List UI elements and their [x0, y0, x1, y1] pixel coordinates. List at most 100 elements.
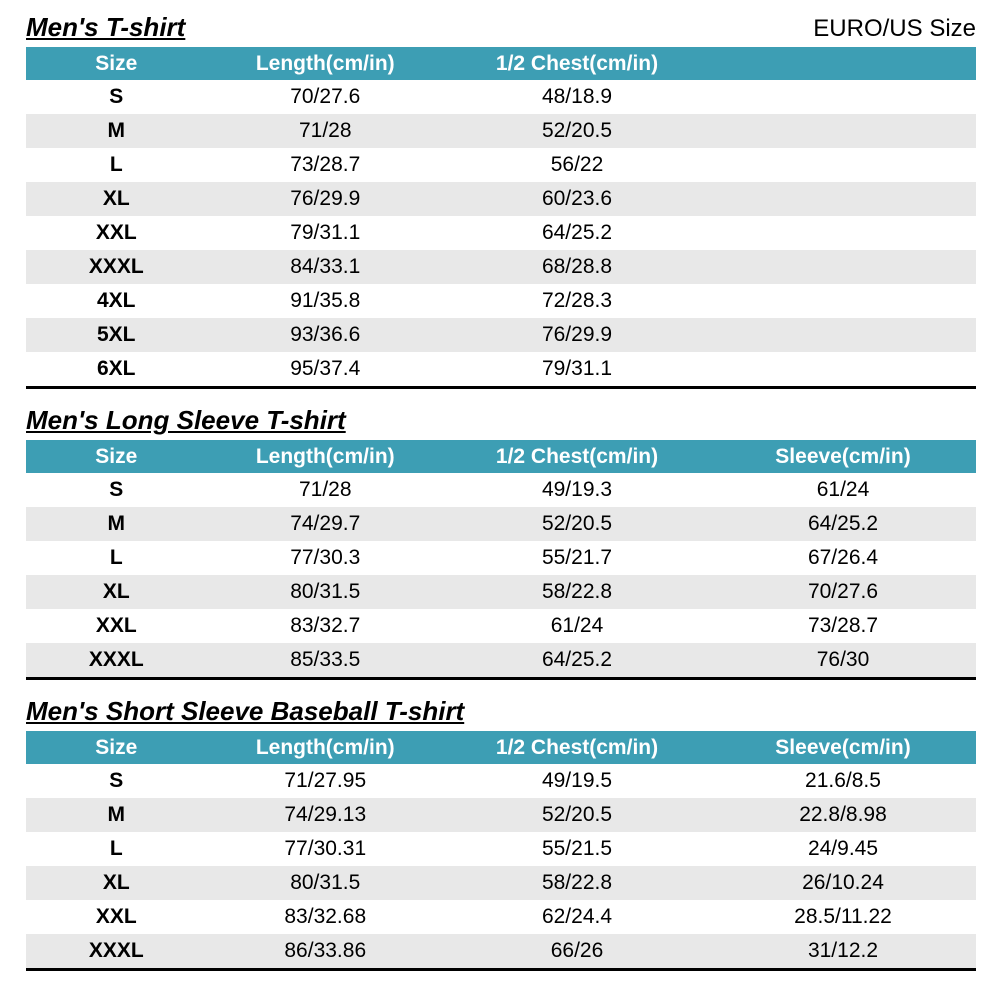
section-title-baseball: Men's Short Sleeve Baseball T-shirt [26, 696, 465, 726]
size-cell: L [109, 837, 123, 860]
measurement-cell: 80/31.5 [290, 871, 361, 894]
baseball-size-table: Size Length(cm/in) 1/2 Chest(cm/in) Sleeve(… [26, 731, 976, 971]
column-header: 1/2 Chest(cm/in) [444, 47, 710, 80]
measurement-cell [710, 80, 976, 114]
column-header: Sleeve(cm/in) [710, 440, 976, 473]
measurement-cell [710, 182, 976, 216]
measurement-cell: 55/21.7 [541, 546, 613, 569]
table-body: S 70/27.6 48/18.9 M 71/28 52/20.5 L 73/28.7 56/2… [26, 80, 976, 388]
measurement-cell: 55/21.5 [541, 837, 613, 860]
column-header: Size [26, 731, 207, 764]
column-header: Length(cm/in) [206, 731, 444, 764]
measurement-cell: 52/20.5 [541, 512, 613, 535]
measurement-cell: 71/28 [298, 478, 352, 501]
size-cell: XXL [95, 614, 137, 637]
measurement-cell: 58/22.8 [541, 580, 613, 603]
section-title-mens-tshirt: Men's T-shirt [26, 12, 186, 42]
measurement-cell: 56/22 [550, 153, 604, 176]
table-row: S 71/28 49/19.3 61/24 [26, 473, 976, 507]
measurement-cell [710, 114, 976, 148]
table-header: Size Length(cm/in) 1/2 Chest(cm/in) Sleeve(… [26, 731, 976, 764]
measurement-cell: 28.5/11.22 [794, 905, 892, 928]
table-row: 4XL 91/35.8 72/28.3 [26, 284, 976, 318]
table-row: XXL 83/32.68 62/24.4 28.5/11.22 [26, 900, 976, 934]
header-row: Size Length(cm/in) 1/2 Chest(cm/in) [26, 47, 976, 80]
measurement-cell: 79/31.1 [541, 357, 613, 380]
table-row: XXL 79/31.1 64/25.2 [26, 216, 976, 250]
measurement-cell: 91/35.8 [290, 289, 361, 312]
size-cell: L [109, 546, 123, 569]
measurement-cell [710, 250, 976, 284]
measurement-cell: 52/20.5 [541, 119, 613, 142]
long-sleeve-section: Men's Long Sleeve T-shirt Size Length(cm/… [26, 405, 976, 680]
table-row: 5XL 93/36.6 76/29.9 [26, 318, 976, 352]
size-cell: 6XL [96, 357, 136, 380]
size-cell: L [109, 153, 123, 176]
table-header: Size Length(cm/in) 1/2 Chest(cm/in) [26, 47, 976, 80]
measurement-cell: 60/23.6 [541, 187, 613, 210]
measurement-cell: 84/33.1 [290, 255, 361, 278]
column-header: Length(cm/in) [206, 440, 444, 473]
measurement-cell: 64/25.2 [807, 512, 879, 535]
measurement-cell: 49/19.5 [541, 769, 613, 792]
size-cell: XXL [95, 905, 137, 928]
measurement-cell: 58/22.8 [541, 871, 613, 894]
table-row: S 71/27.95 49/19.5 21.6/8.5 [26, 764, 976, 798]
size-cell: S [109, 478, 124, 501]
size-cell: 5XL [96, 323, 136, 346]
measurement-cell: 77/30.31 [284, 837, 367, 860]
size-cell: M [107, 803, 126, 826]
measurement-cell: 73/28.7 [290, 153, 361, 176]
table-row: L 77/30.31 55/21.5 24/9.45 [26, 832, 976, 866]
size-cell: 4XL [96, 289, 136, 312]
measurement-cell: 85/33.5 [290, 648, 361, 671]
measurement-cell: 73/28.7 [807, 614, 879, 637]
baseball-section: Men's Short Sleeve Baseball T-shirt Size… [26, 696, 976, 971]
measurement-cell [710, 352, 976, 388]
measurement-cell: 83/32.68 [284, 905, 367, 928]
measurement-cell: 95/37.4 [290, 357, 361, 380]
measurement-cell [710, 216, 976, 250]
size-cell: M [107, 512, 126, 535]
measurement-cell: 74/29.13 [284, 803, 367, 826]
measurement-cell: 61/24 [550, 614, 604, 637]
measurement-cell: 52/20.5 [541, 803, 613, 826]
measurement-cell: 71/27.95 [284, 769, 367, 792]
table-row: XXL 83/32.7 61/24 73/28.7 [26, 609, 976, 643]
measurement-cell: 70/27.6 [807, 580, 879, 603]
table-row: 6XL 95/37.4 79/31.1 [26, 352, 976, 388]
size-cell: S [109, 85, 124, 108]
column-header: Length(cm/in) [206, 47, 444, 80]
column-header: Sleeve(cm/in) [710, 731, 976, 764]
size-cell: XL [102, 871, 130, 894]
measurement-cell: 31/12.2 [807, 939, 879, 962]
table-row: M 74/29.7 52/20.5 64/25.2 [26, 507, 976, 541]
header-row: Size Length(cm/in) 1/2 Chest(cm/in) Sleeve(… [26, 731, 976, 764]
measurement-cell: 64/25.2 [541, 221, 613, 244]
size-standard-label: EURO/US Size [813, 15, 976, 42]
size-cell: S [109, 769, 124, 792]
table-row: M 74/29.13 52/20.5 22.8/8.98 [26, 798, 976, 832]
column-header: 1/2 Chest(cm/in) [444, 731, 710, 764]
header-row: Size Length(cm/in) 1/2 Chest(cm/in) Sleeve(… [26, 440, 976, 473]
table-row: L 77/30.3 55/21.7 67/26.4 [26, 541, 976, 575]
table-body: S 71/28 49/19.3 61/24 M 74/29.7 52/20.5 64/25.2… [26, 473, 976, 679]
mens-tshirt-size-table: Size Length(cm/in) 1/2 Chest(cm/in) S 70/27… [26, 47, 976, 389]
table-row: M 71/28 52/20.5 [26, 114, 976, 148]
measurement-cell: 49/19.3 [541, 478, 613, 501]
size-cell: M [107, 119, 126, 142]
measurement-cell: 22.8/8.98 [799, 803, 887, 826]
size-cell: XL [102, 187, 130, 210]
measurement-cell: 76/29.9 [290, 187, 361, 210]
table-row: XXXL 85/33.5 64/25.2 76/30 [26, 643, 976, 679]
measurement-cell: 79/31.1 [290, 221, 361, 244]
measurement-cell: 80/31.5 [290, 580, 361, 603]
table-body: S 71/27.95 49/19.5 21.6/8.5 M 74/29.13 52/20.5… [26, 764, 976, 970]
measurement-cell: 26/10.24 [802, 871, 884, 894]
measurement-cell [710, 318, 976, 352]
measurement-cell: 64/25.2 [541, 648, 613, 671]
measurement-cell: 66/26 [550, 939, 604, 962]
measurement-cell: 71/28 [298, 119, 352, 142]
table-row: XXXL 86/33.86 66/26 31/12.2 [26, 934, 976, 970]
